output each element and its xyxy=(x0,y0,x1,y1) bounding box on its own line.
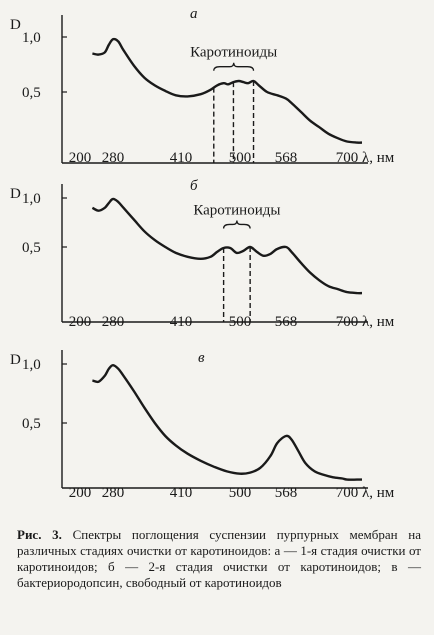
annotation-brace xyxy=(213,62,255,71)
x-tick-label: 200 xyxy=(69,314,92,330)
panel-label: а xyxy=(190,6,198,22)
annotation-brace xyxy=(222,220,251,229)
y-axis-label: D xyxy=(10,17,21,33)
x-tick-label: 280 xyxy=(102,314,125,330)
x-tick-label: 200 xyxy=(69,150,92,166)
x-tick-label: 700 xyxy=(336,150,359,166)
x-tick-label: 500 xyxy=(229,485,252,501)
x-axis-label: λ, нм xyxy=(362,314,395,330)
x-tick-label: 410 xyxy=(170,485,193,501)
y-tick-label: 0,5 xyxy=(22,416,41,432)
y-axis-label: D xyxy=(10,186,21,202)
x-tick-label: 700 xyxy=(336,314,359,330)
annotation-label: Каротиноиды xyxy=(193,202,280,218)
panel-label: б xyxy=(190,178,198,194)
x-tick-label: 280 xyxy=(102,150,125,166)
x-tick-label: 500 xyxy=(229,314,252,330)
x-tick-label: 200 xyxy=(69,485,92,501)
y-tick-label: 0,5 xyxy=(22,240,41,256)
x-tick-label: 410 xyxy=(170,150,193,166)
y-tick-label: 1,0 xyxy=(22,30,41,46)
y-axis-label: D xyxy=(10,352,21,368)
x-tick-label: 700 xyxy=(336,485,359,501)
figure-caption: Рис. 3. Спектры поглощения суспензии пур… xyxy=(17,527,421,591)
caption-label: Рис. 3. xyxy=(17,527,62,542)
spectrum-curve xyxy=(91,197,363,295)
chart-panel-1: D1,0 0,5 200 280 410 500 568 700 λ, нм а Каротинои… xyxy=(10,6,395,166)
x-tick-label: 500 xyxy=(229,150,252,166)
x-tick-label: 410 xyxy=(170,314,193,330)
chart-panel-2: D 1,0 0,5 200 280 410 500 568 700 λ, нм б Каротинои… xyxy=(10,178,395,330)
x-tick-label: 568 xyxy=(275,485,298,501)
caption-text: Спектры поглощения суспензии пурпурных м… xyxy=(17,527,422,590)
chart-panel-3: D 1,0 0,5 200 280 410 500 568 700 λ, нм в xyxy=(10,350,395,501)
x-tick-label: 280 xyxy=(102,485,125,501)
spectrum-curve xyxy=(92,364,362,481)
panel-label: в xyxy=(198,350,205,366)
spectrum-curve xyxy=(92,37,363,144)
x-tick-label: 568 xyxy=(275,150,298,166)
annotation-label: Каротиноиды xyxy=(190,45,277,61)
x-tick-label: 568 xyxy=(275,314,298,330)
x-axis-label: λ, нм xyxy=(362,150,395,166)
y-tick-label: 1,0 xyxy=(22,357,41,373)
y-tick-label: 0,5 xyxy=(22,85,41,101)
x-axis-label: λ, нм xyxy=(362,485,395,501)
y-tick-label: 1,0 xyxy=(22,191,41,207)
